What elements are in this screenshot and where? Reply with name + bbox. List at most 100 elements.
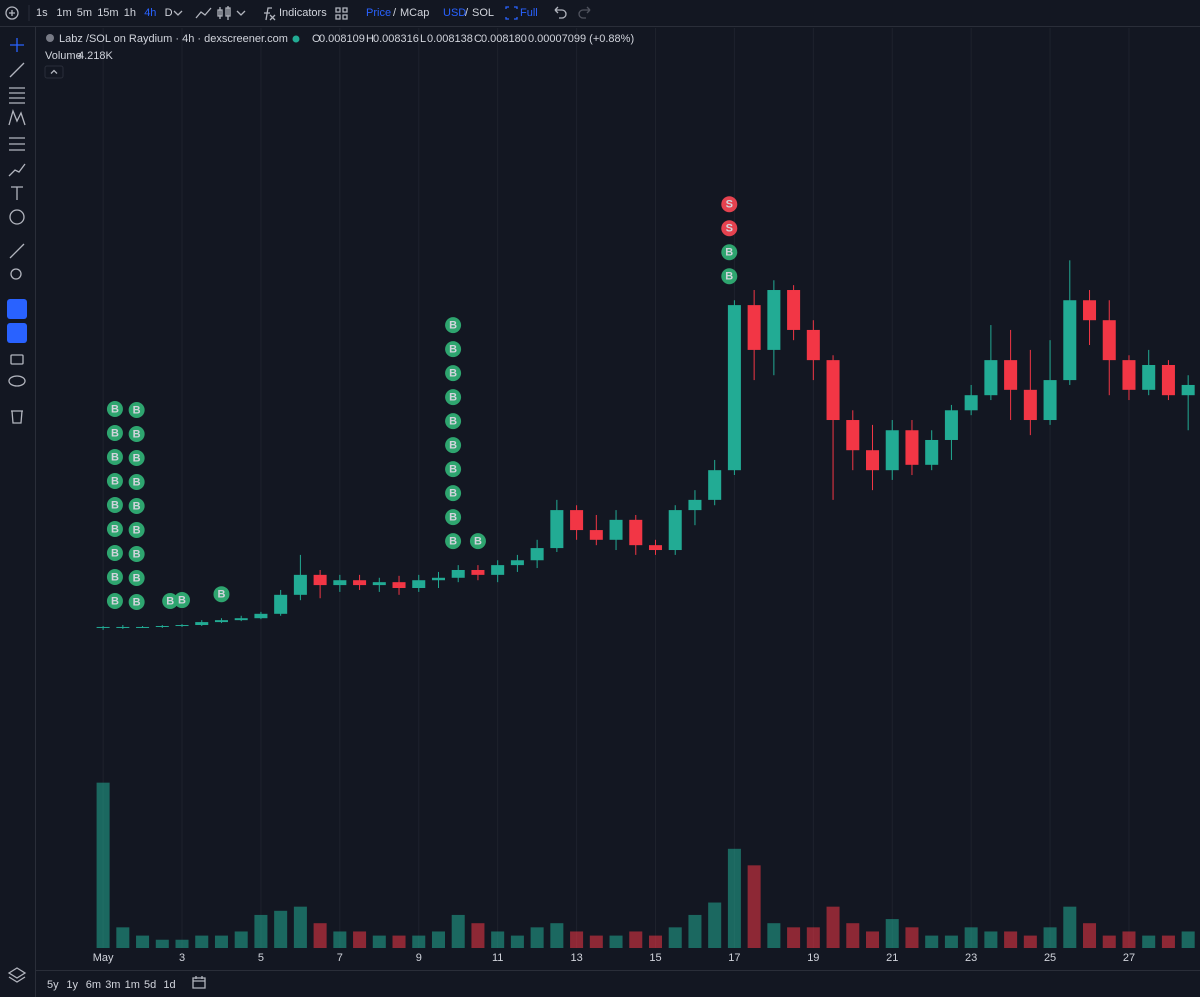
redo-button[interactable]: [578, 6, 591, 19]
volume-bar: [1122, 931, 1136, 948]
volume-bar: [806, 927, 820, 948]
trade-marker-label: S: [726, 199, 733, 211]
candle-body: [688, 499, 702, 511]
volume-bar: [1063, 906, 1077, 948]
usd-toggle[interactable]: USD: [443, 7, 466, 19]
collapse-icon: [50, 69, 58, 74]
hide-tool[interactable]: [8, 375, 26, 387]
trade-marker: [106, 401, 123, 418]
trade-marker-label: S: [726, 223, 733, 235]
candle-body: [136, 626, 150, 628]
timeframe-button[interactable]: 5m: [77, 7, 92, 19]
trade-marker-label: B: [449, 344, 457, 356]
volume-bar: [964, 927, 978, 948]
range-button[interactable]: 5d: [144, 979, 156, 991]
pattern-tool[interactable]: [8, 108, 26, 126]
trade-marker: [445, 461, 462, 478]
trend-line-tool[interactable]: [9, 62, 25, 78]
x-tick-label: 25: [1044, 952, 1056, 964]
range-button[interactable]: 1d: [163, 979, 175, 991]
indicators-button[interactable]: Indicators: [279, 7, 327, 19]
candle-body: [668, 510, 682, 551]
magnet-tool[interactable]: [7, 299, 27, 319]
timeframe-button[interactable]: 15m: [97, 7, 118, 19]
undo-button[interactable]: [554, 6, 567, 19]
full-button[interactable]: Full: [520, 7, 538, 19]
timeframe-button[interactable]: 4h: [144, 7, 156, 19]
candle-body: [648, 545, 663, 551]
layout-button[interactable]: [335, 7, 348, 20]
trade-marker-label: B: [449, 392, 457, 404]
volume-bar: [451, 914, 465, 948]
trade-marker-label: B: [133, 524, 141, 536]
candle-body: [609, 519, 623, 540]
candle-body: [570, 510, 584, 531]
trade-marker: [213, 586, 230, 603]
projection-tool[interactable]: [9, 137, 25, 151]
trade-marker: [106, 497, 123, 514]
text-tool[interactable]: [11, 186, 23, 200]
line-chart-button[interactable]: [195, 7, 212, 19]
range-button[interactable]: 5y: [47, 979, 59, 991]
zoom-tool[interactable]: [10, 268, 22, 280]
trade-marker: [721, 244, 738, 261]
timeframe-button[interactable]: 1h: [124, 7, 136, 19]
price-toggle[interactable]: Price: [366, 7, 391, 19]
candle-body: [984, 360, 998, 396]
x-tick-label: 5: [258, 952, 264, 964]
collapse-legend-button[interactable]: [44, 65, 64, 79]
candle-body: [116, 626, 130, 628]
lock-tool[interactable]: [10, 354, 24, 365]
sol-toggle[interactable]: SOL: [472, 7, 494, 19]
range-button[interactable]: 1m: [125, 979, 140, 991]
fullscreen-icon: [505, 6, 518, 20]
range-button[interactable]: 1y: [66, 979, 78, 991]
timeframe-dropdown[interactable]: [173, 10, 183, 16]
ruler-tool[interactable]: [9, 243, 25, 259]
volume-bar: [510, 935, 524, 948]
x-tick-label: 9: [416, 952, 422, 964]
candle-body: [550, 510, 564, 549]
x-tick-label: 23: [965, 952, 977, 964]
timeframe-button[interactable]: 1s: [36, 7, 48, 19]
volume-bar: [609, 935, 623, 948]
stay-drawing-tool[interactable]: [7, 323, 27, 343]
candle-body: [1142, 365, 1156, 390]
candle-body: [767, 290, 781, 350]
range-button[interactable]: 6m: [86, 979, 101, 991]
timeframe-button[interactable]: D: [165, 7, 173, 19]
volume-bar: [412, 935, 426, 948]
timeframe-button[interactable]: 1m: [56, 7, 71, 19]
volume-bar: [787, 927, 801, 948]
volume-bar: [570, 931, 584, 948]
trade-marker-label: B: [449, 488, 457, 500]
ohlc-key: H: [366, 33, 374, 45]
brush-tool[interactable]: [8, 163, 26, 177]
mcap-toggle[interactable]: MCap: [400, 7, 429, 19]
legend: Labz /SOL on Raydium · 4h · dexscreener.…: [44, 33, 634, 79]
trade-marker-label: B: [217, 589, 225, 601]
fib-tool[interactable]: [9, 87, 25, 104]
object-tree-button[interactable]: [7, 967, 27, 983]
ohlc-values: O0.008109 H 0.008316 L 0.008138 C 0.008180 0.00…: [312, 33, 634, 45]
x-tick-label: 21: [886, 952, 898, 964]
trade-marker: [445, 389, 462, 406]
ohlc-key: O: [312, 33, 321, 45]
volume-bar: [944, 935, 958, 948]
add-symbol-button[interactable]: [5, 6, 19, 20]
volume-bar: [708, 902, 722, 948]
candle-chart-button[interactable]: [217, 6, 231, 20]
x-tick-label: 15: [649, 952, 661, 964]
range-button[interactable]: 3m: [105, 979, 120, 991]
trade-marker-label: B: [133, 428, 141, 440]
separator: /: [393, 7, 397, 19]
candle-body: [293, 574, 307, 595]
trade-marker-label: B: [449, 536, 457, 548]
chart-type-dropdown[interactable]: [236, 10, 246, 16]
delete-tool[interactable]: [11, 410, 23, 424]
date-range-button[interactable]: [192, 976, 206, 989]
x-tick-label: 7: [337, 952, 343, 964]
volume-bar: [353, 931, 367, 948]
crosshair-tool[interactable]: [10, 38, 24, 52]
emoji-tool[interactable]: [9, 209, 25, 225]
